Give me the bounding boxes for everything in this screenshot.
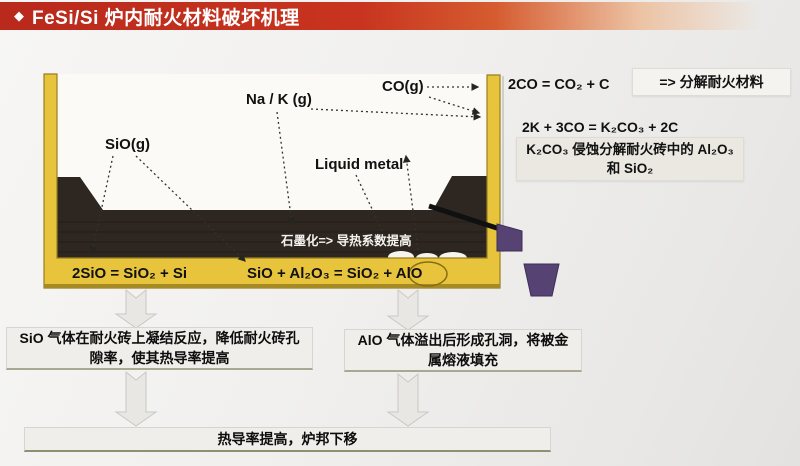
flow-box-final: 热导率提高，炉邦下移 [24, 427, 551, 452]
gas-escape-up-arrow [402, 154, 419, 251]
co-wall-arrow-diagonal [428, 96, 481, 115]
note-k2co3-line2: 和 SiO₂ [606, 161, 654, 176]
page-title: FeSi/Si 炉内耐火材料破坏机理 [32, 7, 300, 29]
tap-hole-line [428, 203, 507, 234]
note-decompose-refractory: => 分解耐火材料 [632, 68, 791, 96]
liquid-metal-arrow [355, 174, 392, 251]
label-co-gas: CO(g) [382, 78, 424, 95]
flow-box-alo: AlO 气体溢出后形成孔洞，将被金属熔液填充 [344, 329, 582, 372]
alo-highlight-ellipse [408, 261, 448, 287]
diamond-bullet-icon: ◆ [14, 8, 24, 23]
flow-box-sio: SiO 气体在耐火砖上凝结反应，降低耐火砖孔隙率，使其热导率提高 [6, 327, 313, 370]
label-nak-gas: Na / K (g) [246, 91, 312, 108]
nak-down-arrow [276, 111, 296, 226]
lining-texture [58, 221, 486, 253]
flow-arrow-left-2 [114, 370, 158, 427]
label-sio-gas: SiO(g) [105, 136, 150, 153]
title-banner: ◆ FeSi/Si 炉内耐火材料破坏机理 [0, 2, 800, 30]
nak-wall-arrow [310, 108, 482, 121]
flow-arrow-right-1 [386, 288, 430, 331]
ladle [523, 263, 560, 297]
equation-potassium: 2K + 3CO = K₂CO₃ + 2C [522, 119, 679, 135]
furnace-lining [57, 176, 487, 258]
note-k2co3-line1: K₂CO₃ 侵蚀分解耐火砖中的 Al₂O₃ [526, 142, 734, 157]
equation-alumina-reaction: SiO + Al₂O₃ = SiO₂ + AlO [247, 265, 423, 282]
label-liquid-metal: Liquid metal [315, 156, 404, 173]
flow-arrow-left-1 [114, 288, 158, 329]
flow-arrow-right-2 [386, 372, 430, 427]
note-k2co3-erosion: K₂CO₃ 侵蚀分解耐火砖中的 Al₂O₃ 和 SiO₂ [516, 137, 744, 181]
label-graphitization: 石墨化=> 导热系数提高 [281, 234, 412, 248]
sio-left-arrow [89, 155, 114, 255]
equation-co: 2CO = CO₂ + C [508, 77, 610, 93]
tap-spout [496, 223, 523, 252]
annotation-arrows [89, 83, 482, 262]
sio-right-arrow [135, 155, 246, 262]
flow-arrows [114, 288, 430, 427]
equation-sio-condensation: 2SiO = SiO₂ + Si [72, 265, 188, 282]
furnace-bottom-edge [44, 284, 500, 288]
